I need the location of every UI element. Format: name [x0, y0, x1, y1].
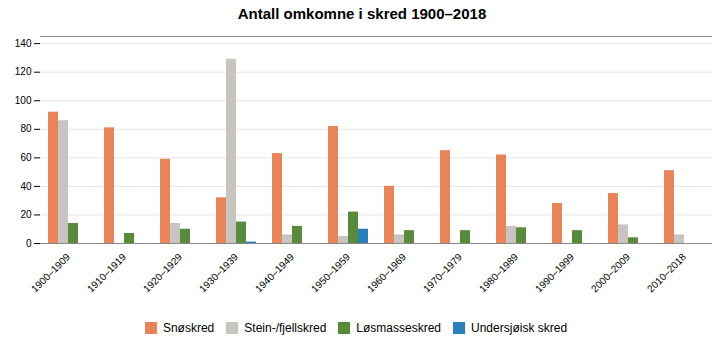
svg-text:40: 40	[20, 181, 32, 192]
html-text:Undersjøisk skred: Undersjøisk skred	[471, 320, 568, 335]
svg-text:100: 100	[15, 95, 32, 106]
svg-text:1950–1959: 1950–1959	[309, 251, 352, 294]
svg-text:1970–1979: 1970–1979	[421, 251, 464, 294]
svg-text:1900–1909: 1900–1909	[29, 251, 72, 294]
svg-text:1960–1969: 1960–1969	[365, 251, 408, 294]
svg-text:1910–1919: 1910–1919	[85, 251, 128, 294]
svg-text:120: 120	[15, 66, 32, 77]
svg-text:1920–1929: 1920–1929	[141, 251, 184, 294]
svg-text:140: 140	[15, 38, 32, 49]
html-text:Snøskred: Snøskred	[162, 320, 215, 335]
svg-text:1980–1989: 1980–1989	[477, 251, 520, 294]
svg-text:60: 60	[20, 152, 32, 163]
svg-text:1940–1949: 1940–1949	[253, 251, 296, 294]
html-text:Løsmasseskred: Løsmasseskred	[356, 320, 441, 335]
svg-text:2010–2018: 2010–2018	[645, 251, 688, 294]
svg-text:80: 80	[20, 123, 32, 134]
svg-text:1990–1999: 1990–1999	[533, 251, 576, 294]
svg-text:1930–1939: 1930–1939	[197, 251, 240, 294]
html-text:Stein-/fjellskred: Stein-/fjellskred	[244, 320, 327, 335]
svg-text:20: 20	[20, 209, 32, 220]
svg-text:2000–2009: 2000–2009	[589, 251, 632, 294]
html-text:Antall omkomne i skred 1900–20: Antall omkomne i skred 1900–2018	[237, 5, 487, 22]
svg-text:0: 0	[26, 238, 32, 249]
